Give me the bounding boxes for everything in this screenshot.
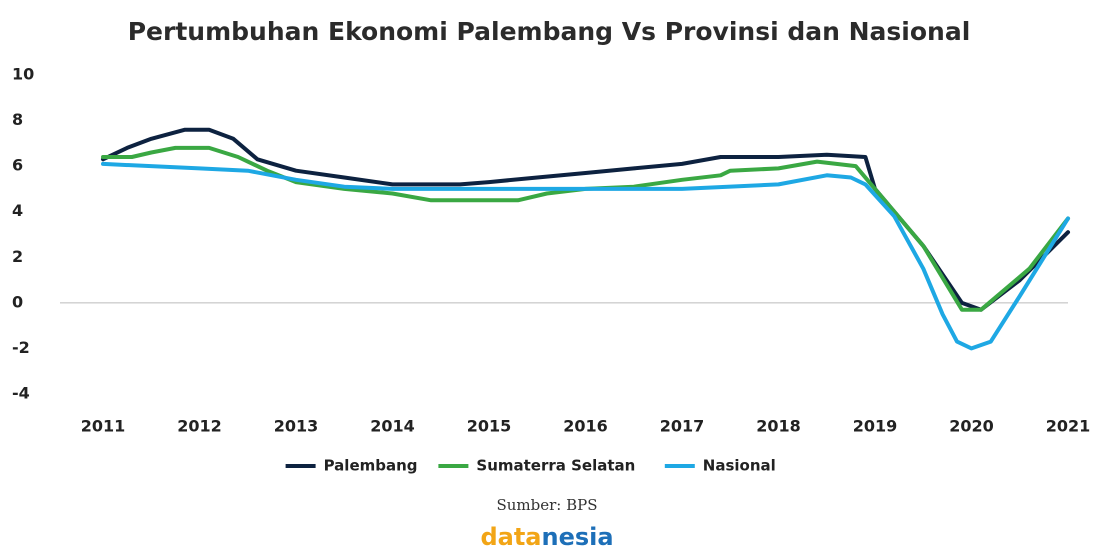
- y-tick-label: 0: [12, 292, 23, 311]
- series-line: [101, 127, 1070, 312]
- x-tick-label: 2021: [1046, 417, 1091, 436]
- y-tick-label: 4: [12, 201, 23, 220]
- logo-part: data: [480, 523, 541, 550]
- source: Sumber: BPS: [496, 496, 597, 514]
- y-tick-label: -4: [12, 384, 30, 403]
- x-tick-label: 2015: [467, 417, 512, 436]
- y-tick-label: 6: [12, 156, 23, 175]
- y-tick-label: 2: [12, 247, 23, 266]
- logo: datanesia: [480, 523, 613, 550]
- x-tick-label: 2012: [177, 417, 222, 436]
- x-tick-label: 2014: [370, 417, 415, 436]
- logo-part: nesia: [541, 523, 613, 550]
- y-tick-label: -2: [12, 338, 30, 357]
- x-tick-label: 2011: [81, 417, 126, 436]
- x-tick-label: 2020: [949, 417, 994, 436]
- legend-label: Nasional: [703, 457, 776, 475]
- x-tick-label: 2013: [274, 417, 319, 436]
- x-tick-label: 2018: [756, 417, 801, 436]
- legend-label: Palembang: [324, 457, 418, 475]
- series-line: [101, 161, 1070, 351]
- chart-title: Pertumbuhan Ekonomi Palembang Vs Provins…: [128, 17, 971, 46]
- x-tick-label: 2019: [853, 417, 898, 436]
- x-tick-label: 2016: [563, 417, 608, 436]
- x-tick-label: 2017: [660, 417, 705, 436]
- y-tick-label: 8: [12, 110, 23, 129]
- y-tick-label: 10: [12, 65, 34, 84]
- legend-label: Sumaterra Selatan: [476, 457, 635, 475]
